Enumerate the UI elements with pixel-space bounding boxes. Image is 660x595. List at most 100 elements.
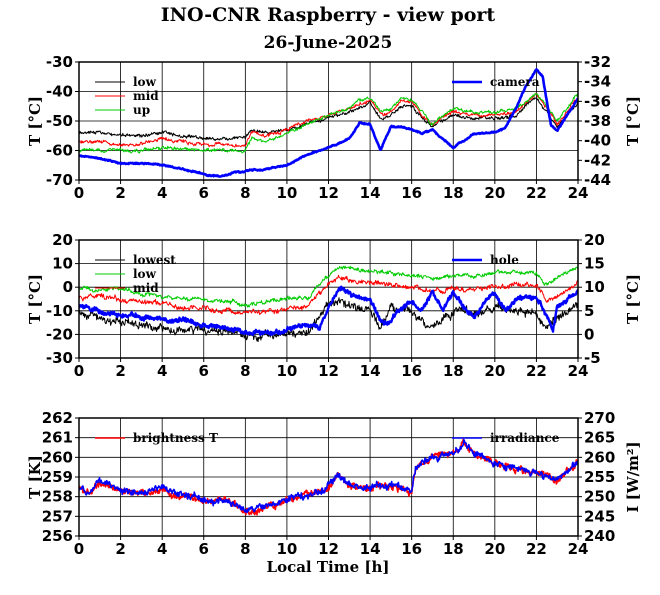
series-line-irradiance bbox=[79, 439, 578, 514]
y-tick-label: -60 bbox=[46, 142, 73, 160]
x-tick-label: 12 bbox=[318, 540, 339, 558]
y2-axis-label: T [°C] bbox=[624, 274, 642, 324]
y2-tick-label: 0 bbox=[584, 325, 594, 343]
x-tick-label: 18 bbox=[443, 184, 464, 202]
x-tick-label: 14 bbox=[360, 540, 381, 558]
x-tick-label: 10 bbox=[276, 362, 297, 380]
y2-tick-label: 250 bbox=[584, 488, 615, 506]
x-tick-label: 2 bbox=[115, 362, 125, 380]
legend-label: irradiance bbox=[490, 431, 560, 445]
series-line-camera bbox=[79, 68, 578, 178]
y2-tick-label: 255 bbox=[584, 468, 615, 486]
chart-panels: 0 2 4 6 8 10 12 14 16 18 20 22 24-70-60-50-40-30-44-… bbox=[26, 53, 642, 558]
y-tick-label: -50 bbox=[46, 112, 73, 130]
x-tick-label: 12 bbox=[318, 362, 339, 380]
y-tick-label: 258 bbox=[42, 488, 73, 506]
x-tick-label: 0 bbox=[74, 184, 84, 202]
x-tick-label: 8 bbox=[240, 184, 250, 202]
y-tick-label: 0 bbox=[63, 278, 73, 296]
figure-subtitle: 26-June-2025 bbox=[264, 33, 393, 53]
y-tick-label: 256 bbox=[42, 527, 73, 545]
y-tick-label: 257 bbox=[42, 507, 73, 525]
x-tick-label: 16 bbox=[401, 362, 422, 380]
x-tick-label: 6 bbox=[199, 540, 209, 558]
y-tick-label: 261 bbox=[42, 429, 73, 447]
y2-tick-label: 245 bbox=[584, 507, 615, 525]
y-tick-label: -30 bbox=[46, 349, 73, 367]
plot-area bbox=[79, 438, 578, 516]
y-tick-label: 259 bbox=[42, 468, 73, 486]
y-tick-label: -70 bbox=[46, 171, 73, 189]
legend-label: low bbox=[133, 267, 157, 281]
y-tick-label: 20 bbox=[52, 231, 73, 249]
series-line-low bbox=[79, 265, 578, 308]
x-tick-label: 8 bbox=[240, 540, 250, 558]
x-tick-label: 22 bbox=[526, 184, 547, 202]
y-tick-label: -40 bbox=[46, 83, 73, 101]
y-axis-label: T [K] bbox=[26, 455, 44, 499]
series-line-mid bbox=[79, 92, 578, 148]
y2-tick-label: 20 bbox=[584, 231, 605, 249]
legend-label: brightness T bbox=[133, 431, 218, 445]
y2-tick-label: -34 bbox=[584, 73, 611, 91]
y2-tick-label: 270 bbox=[584, 409, 615, 427]
x-tick-label: 12 bbox=[318, 184, 339, 202]
x-tick-label: 6 bbox=[199, 184, 209, 202]
series-line-up bbox=[79, 92, 578, 154]
x-tick-label: 24 bbox=[568, 184, 589, 202]
y2-tick-label: 5 bbox=[584, 302, 594, 320]
y2-axis-label: I [W/m²] bbox=[624, 441, 642, 512]
y2-tick-label: -38 bbox=[584, 112, 611, 130]
x-tick-label: 8 bbox=[240, 362, 250, 380]
y-axis-label: T [°C] bbox=[26, 274, 44, 324]
x-tick-label: 10 bbox=[276, 540, 297, 558]
y-tick-label: 10 bbox=[52, 255, 73, 273]
x-axis-label: Local Time [h] bbox=[267, 558, 390, 576]
y-tick-label: 262 bbox=[42, 409, 73, 427]
y2-tick-label: 240 bbox=[584, 527, 615, 545]
x-tick-label: 14 bbox=[360, 184, 381, 202]
y2-tick-label: 10 bbox=[584, 278, 605, 296]
x-tick-label: 20 bbox=[484, 184, 505, 202]
legend-label: up bbox=[133, 103, 150, 117]
x-tick-label: 0 bbox=[74, 540, 84, 558]
y2-tick-label: 265 bbox=[584, 429, 615, 447]
y2-tick-label: -44 bbox=[584, 171, 611, 189]
y2-tick-label: -32 bbox=[584, 53, 611, 71]
x-tick-label: 20 bbox=[484, 362, 505, 380]
y-tick-label: -20 bbox=[46, 325, 73, 343]
legend-label: mid bbox=[133, 281, 159, 295]
legend-label: low bbox=[133, 75, 157, 89]
x-tick-label: 20 bbox=[484, 540, 505, 558]
x-tick-label: 22 bbox=[526, 362, 547, 380]
x-tick-label: 4 bbox=[157, 184, 167, 202]
x-tick-label: 24 bbox=[568, 362, 589, 380]
legend-label: lowest bbox=[133, 253, 176, 267]
legend-label: camera bbox=[490, 75, 540, 89]
x-tick-label: 6 bbox=[199, 362, 209, 380]
x-tick-label: 16 bbox=[401, 540, 422, 558]
series-line-low bbox=[79, 97, 578, 141]
plot-area bbox=[79, 265, 578, 342]
x-tick-label: 18 bbox=[443, 362, 464, 380]
x-tick-label: 2 bbox=[115, 540, 125, 558]
y-tick-label: 260 bbox=[42, 448, 73, 466]
y2-tick-label: 260 bbox=[584, 448, 615, 466]
x-tick-label: 2 bbox=[115, 184, 125, 202]
x-tick-label: 4 bbox=[157, 362, 167, 380]
series-line-hole bbox=[79, 285, 578, 336]
panel-top: 0 2 4 6 8 10 12 14 16 18 20 22 24-70-60-50-40-30-44-… bbox=[26, 53, 642, 202]
series-line-mid bbox=[79, 274, 578, 316]
x-tick-label: 14 bbox=[360, 362, 381, 380]
y-tick-label: -10 bbox=[46, 302, 73, 320]
figure-title: INO-CNR Raspberry - view port bbox=[161, 4, 496, 26]
y-tick-label: -30 bbox=[46, 53, 73, 71]
y2-tick-label: 15 bbox=[584, 255, 605, 273]
y2-axis-label: T [°C] bbox=[624, 96, 642, 146]
y2-tick-label: -42 bbox=[584, 151, 611, 169]
x-tick-label: 16 bbox=[401, 184, 422, 202]
y2-tick-label: -40 bbox=[584, 132, 611, 150]
y2-tick-label: -36 bbox=[584, 92, 611, 110]
x-tick-label: 4 bbox=[157, 540, 167, 558]
